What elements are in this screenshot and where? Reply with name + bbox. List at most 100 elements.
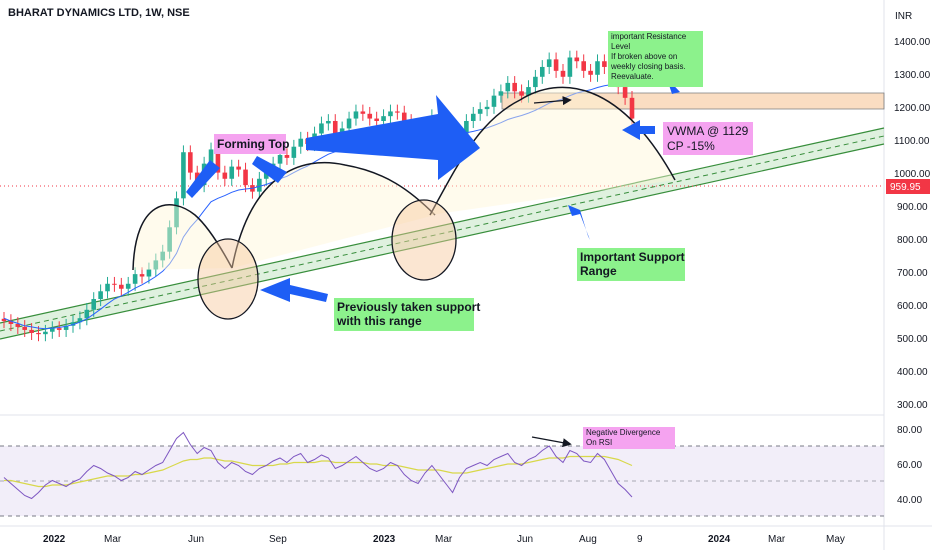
candle-body (125, 283, 131, 289)
candle-body (339, 128, 345, 134)
candle-body (539, 66, 545, 77)
candle-body (105, 283, 110, 292)
time-tick: Jun (517, 534, 533, 545)
candle-body (50, 328, 55, 332)
vwma-label: VWMA @ 1129 CP -15% (667, 124, 749, 153)
candle-body (533, 76, 538, 88)
candle-body (263, 172, 269, 179)
candle-body (91, 299, 97, 310)
support-band (0, 127, 885, 340)
time-tick: Jun (188, 534, 204, 545)
candle-body (505, 82, 511, 92)
candle-body (574, 57, 580, 62)
rsi-ma-line (4, 455, 633, 488)
price-tick: 1000.00 (894, 169, 931, 180)
candle-body (595, 61, 600, 75)
price-tick: 1400.00 (894, 37, 931, 48)
candle-body (43, 331, 48, 335)
price-tick: 400.00 (897, 367, 928, 378)
candle-body (139, 274, 145, 277)
candle-body (326, 120, 331, 124)
candle-body (70, 322, 76, 326)
candle-body (498, 91, 504, 96)
candle-body (546, 59, 552, 67)
candle-body (491, 95, 497, 107)
annotation-boxes (214, 31, 753, 449)
price-tick: 300.00 (897, 400, 928, 411)
candle-body (388, 111, 393, 117)
candle-body (374, 118, 379, 121)
candle-body (560, 70, 566, 77)
candle-body (132, 274, 138, 284)
important-support-label: Important Support Range (580, 250, 685, 278)
currency-label: INR (895, 11, 912, 22)
divergence-box (583, 427, 675, 449)
time-tick: Aug (579, 534, 597, 545)
last-price-badge (886, 179, 930, 194)
price-axis-labels: 1400.00 1300.00 1200.00 1100.00 1000.00 … (894, 11, 931, 411)
price-tick: 500.00 (897, 334, 928, 345)
candle-body (512, 82, 517, 92)
candle-body (1, 318, 7, 322)
candle-body (29, 329, 34, 333)
candle-body (581, 61, 586, 71)
candle-body (153, 260, 159, 270)
forming-top-label: Forming Top (217, 137, 290, 151)
time-tick: Mar (768, 534, 786, 545)
forming-top-box (214, 134, 286, 154)
candle-body (257, 178, 262, 192)
candle-body (319, 123, 324, 134)
candle-body (112, 283, 117, 285)
resistance-label: important Resistance Level If broken abo… (611, 32, 687, 81)
candle-body (395, 111, 400, 113)
candle-body (291, 146, 297, 158)
candle-body (526, 87, 531, 96)
candle-body (181, 152, 186, 199)
candle-body (602, 61, 607, 67)
candle-body (188, 152, 193, 173)
rsi-tick: 80.00 (897, 425, 922, 436)
price-tick: 900.00 (897, 202, 928, 213)
time-tick: May (826, 534, 845, 545)
blue-arrows (186, 75, 680, 302)
important-support-box (577, 248, 685, 281)
resistance-zone (501, 92, 885, 110)
candle-body (477, 109, 483, 114)
candle-body (146, 269, 152, 277)
candle-body (401, 112, 407, 121)
support-circles (197, 199, 457, 320)
candle-body (84, 309, 90, 319)
candle-body (470, 113, 476, 121)
rsi-tick: 60.00 (897, 460, 922, 471)
previous-support-box (334, 298, 474, 331)
time-tick: Sep (269, 534, 287, 545)
time-tick: 2023 (373, 534, 396, 545)
candle-body (208, 149, 214, 164)
candle-body (629, 97, 635, 119)
candle-body (622, 87, 628, 98)
rsi-axis-labels: 80.00 60.00 40.00 (897, 425, 922, 506)
candle-body (346, 118, 352, 129)
candle-body (8, 321, 14, 324)
candle-body (215, 149, 221, 173)
vwma-box (663, 122, 753, 155)
candle-body (353, 111, 359, 119)
last-price-label: 959.95 (890, 182, 921, 193)
candle-body (119, 284, 124, 289)
candle-body (56, 328, 62, 330)
price-tick: 1300.00 (894, 70, 931, 81)
candle-body (63, 325, 69, 330)
resistance-box (608, 31, 703, 87)
candle-body (484, 106, 490, 110)
candle-body (588, 70, 593, 75)
candle-body (15, 323, 21, 327)
time-tick: 9 (637, 534, 643, 545)
candle-body (567, 57, 573, 77)
candle-body (243, 169, 248, 186)
candle-body (229, 166, 235, 179)
price-tick: 1200.00 (894, 103, 931, 114)
candle-body (332, 120, 338, 134)
price-tick: 600.00 (897, 301, 928, 312)
candle-body (98, 291, 103, 300)
